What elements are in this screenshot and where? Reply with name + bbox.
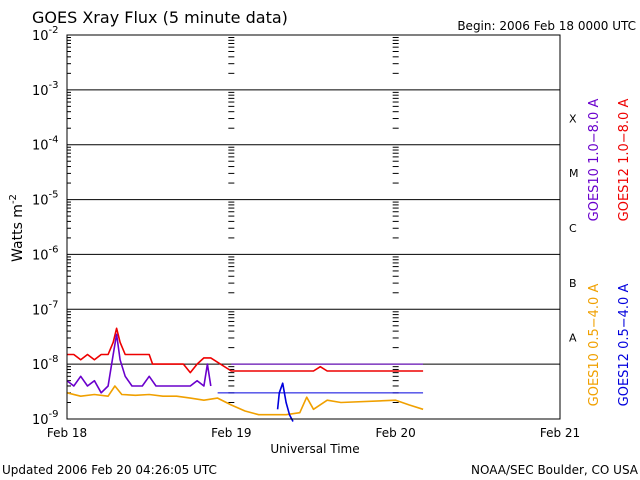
- y-axis-label: Watts m-2: [8, 194, 26, 262]
- y-tick-label: 10-2: [32, 25, 59, 44]
- begin-label: Begin: 2006 Feb 18 0000 UTC: [457, 19, 636, 33]
- y-tick-base: 10: [32, 358, 49, 373]
- legend: GOES10 1.0−8.0 A GOES12 1.0−8.0 A GOES10 0…: [587, 99, 632, 407]
- series-line: [66, 385, 424, 416]
- flare-class-label: B: [569, 277, 577, 290]
- x-tick-label: Feb 20: [375, 426, 415, 440]
- y-tick-exponent: -8: [49, 354, 59, 365]
- x-tick-label: Feb 18: [47, 426, 87, 440]
- y-tick-exponent: -6: [49, 244, 59, 255]
- y-tick-label: 10-9: [32, 409, 59, 428]
- data-credit: NOAA/SEC Boulder, CO USA: [471, 463, 639, 477]
- y-tick-exponent: -9: [49, 409, 59, 420]
- y-tick-label: 10-4: [32, 135, 59, 154]
- legend-entry: GOES10 1.0−8.0 A: [587, 99, 602, 222]
- y-tick-base: 10: [32, 303, 49, 318]
- x-axis-label: Universal Time: [270, 442, 359, 456]
- y-tick-base: 10: [32, 29, 49, 44]
- y-tick-base: 10: [32, 413, 49, 428]
- y-tick-exponent: -7: [49, 299, 59, 310]
- y-tick-label: 10-7: [32, 299, 59, 318]
- series-line: [66, 333, 212, 394]
- chart-title: GOES Xray Flux (5 minute data): [32, 8, 288, 27]
- flare-class-label: C: [569, 222, 577, 235]
- grid-lines: [67, 34, 560, 420]
- y-tick-exponent: -5: [49, 190, 59, 201]
- legend-entry: GOES12 0.5−4.0 A: [617, 284, 632, 407]
- x-axis-day-ticks: [228, 37, 399, 403]
- x-tick-label: Feb 21: [540, 426, 580, 440]
- y-tick-base: 10: [32, 84, 49, 99]
- series-line: [276, 382, 294, 422]
- legend-entry: GOES10 0.5−4.0 A: [587, 284, 602, 407]
- flare-class-label: A: [569, 332, 577, 345]
- x-tick-labels: Feb 18 Feb 19 Feb 20 Feb 21: [47, 426, 580, 440]
- y-tick-labels: 10-910-810-710-610-510-410-310-2: [32, 25, 71, 428]
- y-axis-label-text: Watts m: [10, 204, 26, 262]
- y-tick-label: 10-5: [32, 190, 59, 209]
- y-tick-label: 10-8: [32, 354, 59, 373]
- y-tick-exponent: -3: [49, 80, 59, 91]
- updated-timestamp: Updated 2006 Feb 20 04:26:05 UTC: [2, 463, 217, 477]
- data-series: [66, 327, 424, 422]
- flare-class-label: X: [569, 112, 577, 125]
- series-line: [67, 327, 424, 374]
- y-tick-label: 10-3: [32, 80, 59, 99]
- flare-class-labels: X M C B A: [569, 112, 579, 344]
- y-tick-exponent: -4: [49, 135, 59, 146]
- y-axis-label-exponent: -2: [8, 194, 19, 204]
- y-tick-exponent: -2: [49, 25, 59, 36]
- y-tick-base: 10: [32, 139, 49, 154]
- legend-entry: GOES12 1.0−8.0 A: [617, 99, 632, 222]
- flare-class-label: M: [569, 167, 579, 180]
- y-tick-base: 10: [32, 194, 49, 209]
- reference-lines: [217, 363, 424, 394]
- x-tick-label: Feb 19: [211, 426, 251, 440]
- y-tick-label: 10-6: [32, 244, 59, 263]
- plot-frame: [66, 34, 561, 420]
- y-tick-base: 10: [32, 248, 49, 263]
